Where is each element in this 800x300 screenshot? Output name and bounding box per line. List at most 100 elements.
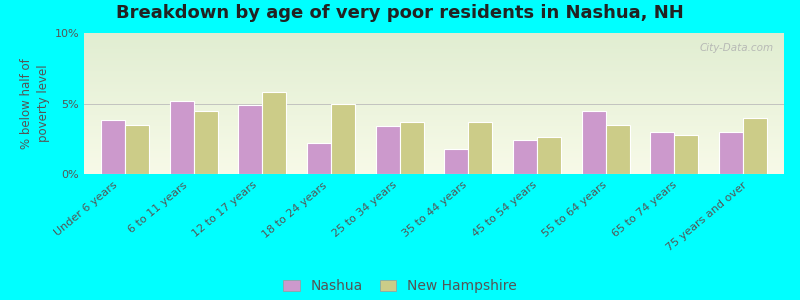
Bar [84,70,784,71]
Bar [262,92,286,174]
Bar [84,116,784,118]
Bar [84,119,784,120]
Bar [84,161,784,163]
Bar [537,137,561,174]
Bar [84,120,784,122]
Bar [582,111,606,174]
Bar [307,143,331,174]
Bar [84,134,784,136]
Bar [84,112,784,113]
Bar [84,95,784,97]
Bar [84,152,784,153]
Bar [84,98,784,99]
Text: 6 to 11 years: 6 to 11 years [126,180,189,235]
Bar [84,68,784,70]
Bar [84,154,784,156]
Bar [84,140,784,142]
Bar [84,50,784,51]
Bar [84,77,784,78]
Bar [84,63,784,64]
Bar [84,163,784,164]
Bar [84,139,784,140]
Bar [101,120,125,174]
Bar [84,36,784,37]
Bar [84,49,784,50]
Bar [84,40,784,41]
Bar [84,54,784,56]
Bar [84,84,784,85]
Bar [84,61,784,63]
Bar [84,153,784,154]
Bar [84,64,784,65]
Bar [84,137,784,139]
Bar [84,91,784,92]
Bar [84,143,784,144]
Bar [84,99,784,101]
Text: 18 to 24 years: 18 to 24 years [261,180,329,240]
Bar [84,111,784,112]
Bar [84,147,784,148]
Bar [84,57,784,58]
Bar [84,157,784,158]
Bar [84,142,784,143]
Bar [84,71,784,73]
Y-axis label: % below half of
poverty level: % below half of poverty level [20,58,50,149]
Bar [650,132,674,174]
Bar [743,118,767,174]
Bar [84,109,784,111]
Bar [719,132,743,174]
Text: 25 to 34 years: 25 to 34 years [331,180,399,239]
Bar [84,148,784,150]
Bar [513,140,537,174]
Bar [331,103,355,174]
Bar [84,156,784,157]
Bar [84,60,784,61]
Bar [84,58,784,60]
Bar [84,73,784,74]
Text: 35 to 44 years: 35 to 44 years [401,180,469,239]
Bar [84,158,784,160]
Bar [170,101,194,174]
Bar [84,123,784,125]
Bar [84,85,784,87]
Bar [84,89,784,91]
Bar [84,108,784,109]
Bar [84,97,784,98]
Bar [84,74,784,75]
Legend: Nashua, New Hampshire: Nashua, New Hampshire [283,279,517,293]
Bar [84,172,784,174]
Bar [606,125,630,174]
Bar [84,146,784,147]
Bar [84,51,784,53]
Bar [84,133,784,134]
Bar [400,122,424,174]
Text: Breakdown by age of very poor residents in Nashua, NH: Breakdown by age of very poor residents … [116,4,684,22]
Bar [444,148,468,174]
Text: 45 to 54 years: 45 to 54 years [471,180,539,239]
Bar [84,106,784,108]
Bar [84,166,784,167]
Text: 55 to 64 years: 55 to 64 years [541,180,609,239]
Bar [84,118,784,119]
Bar [84,34,784,36]
Bar [84,94,784,95]
Bar [84,103,784,105]
Bar [84,167,784,168]
Bar [84,46,784,47]
Bar [84,78,784,80]
Bar [84,56,784,57]
Bar [84,65,784,67]
Bar [84,37,784,39]
Bar [84,41,784,43]
Bar [84,82,784,84]
Bar [84,170,784,171]
Bar [84,171,784,172]
Bar [84,129,784,130]
Bar [84,101,784,102]
Bar [238,105,262,174]
Bar [84,39,784,40]
Bar [84,130,784,132]
Bar [84,105,784,106]
Bar [84,67,784,68]
Bar [84,102,784,104]
